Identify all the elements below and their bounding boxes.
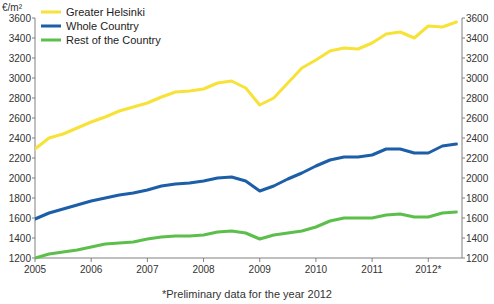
y2-tick-label: 2200 <box>466 153 489 164</box>
y2-tick-label: 1800 <box>466 193 489 204</box>
x-tick <box>203 258 204 262</box>
y-tick-label: 2600 <box>9 113 32 124</box>
x-tick-label: 2006 <box>80 264 103 275</box>
legend-swatch <box>41 11 61 14</box>
y2-tick <box>462 118 465 119</box>
x-tick-label: 2008 <box>192 264 215 275</box>
legend-label: Rest of the Country <box>66 34 161 46</box>
y2-tick-label: 2400 <box>466 133 489 144</box>
y2-tick <box>462 58 465 59</box>
y2-tick <box>462 158 465 159</box>
y2-tick <box>462 38 465 39</box>
y-tick-label: 2800 <box>9 93 32 104</box>
y2-tick <box>462 198 465 199</box>
y2-tick-label: 1200 <box>466 253 489 264</box>
y2-tick-label: 1600 <box>466 213 489 224</box>
y-tick-label: 3200 <box>9 53 32 64</box>
y-tick <box>32 238 35 239</box>
y-tick-label: 3000 <box>9 73 32 84</box>
y-tick-label: 1200 <box>9 253 32 264</box>
y-tick-label: 1800 <box>9 193 32 204</box>
y-tick-label: 2400 <box>9 133 32 144</box>
y2-tick <box>462 98 465 99</box>
series-group <box>35 22 456 258</box>
y2-tick <box>462 238 465 239</box>
x-tick <box>147 258 148 262</box>
y-tick <box>32 78 35 79</box>
x-tick <box>315 258 316 262</box>
footnote: *Preliminary data for the year 2012 <box>162 288 332 300</box>
x-tick-label: 2009 <box>249 264 272 275</box>
y2-tick-label: 3000 <box>466 73 489 84</box>
y-tick <box>32 138 35 139</box>
y2-tick <box>462 178 465 179</box>
y-tick-label: 3400 <box>9 33 32 44</box>
y-tick <box>32 158 35 159</box>
y2-tick <box>462 258 465 259</box>
y2-tick-label: 3200 <box>466 53 489 64</box>
y2-tick <box>462 218 465 219</box>
y-tick-label: 2200 <box>9 153 32 164</box>
x-tick <box>372 258 373 262</box>
y-tick-label: 1400 <box>9 233 32 244</box>
x-tick <box>259 258 260 262</box>
y-tick <box>32 198 35 199</box>
y2-tick <box>462 18 465 19</box>
y-tick-label: 3600 <box>9 13 32 24</box>
y2-tick-label: 2800 <box>466 93 489 104</box>
y2-tick-label: 3600 <box>466 13 489 24</box>
y-tick-label: 2000 <box>9 173 32 184</box>
chart: 1200 1400 1600 1800 2000 2200 2400 2600 2800 3000… <box>0 0 494 304</box>
y2-tick <box>462 78 465 79</box>
x-tick <box>91 258 92 262</box>
legend-swatch <box>41 39 61 42</box>
x-tick-label: 2011 <box>361 264 383 275</box>
series-line <box>35 144 456 219</box>
legend-swatch <box>41 25 61 28</box>
y2-tick-label: 1400 <box>466 233 489 244</box>
x-axis-line <box>35 258 462 259</box>
y-tick <box>32 98 35 99</box>
x-tick-label: 2010 <box>305 264 328 275</box>
y-tick <box>32 178 35 179</box>
x-tick-label: 2012* <box>415 264 441 275</box>
legend-label: Whole Country <box>66 20 139 32</box>
y2-tick-label: 2600 <box>466 113 489 124</box>
y-tick-label: 1600 <box>9 213 32 224</box>
legend-label: Greater Helsinki <box>66 6 145 18</box>
series-line <box>35 22 456 149</box>
x-tick-label: 2005 <box>24 264 47 275</box>
y-tick <box>32 38 35 39</box>
y2-tick-label: 2000 <box>466 173 489 184</box>
y2-tick <box>462 138 465 139</box>
y-tick <box>32 58 35 59</box>
x-tick-label: 2007 <box>136 264 159 275</box>
y-tick <box>32 218 35 219</box>
x-tick <box>428 258 429 262</box>
y-tick <box>32 118 35 119</box>
y-tick <box>32 18 35 19</box>
y-axis-label: €/m² <box>2 2 23 13</box>
y2-tick-label: 3400 <box>466 33 489 44</box>
series-line <box>35 212 456 258</box>
